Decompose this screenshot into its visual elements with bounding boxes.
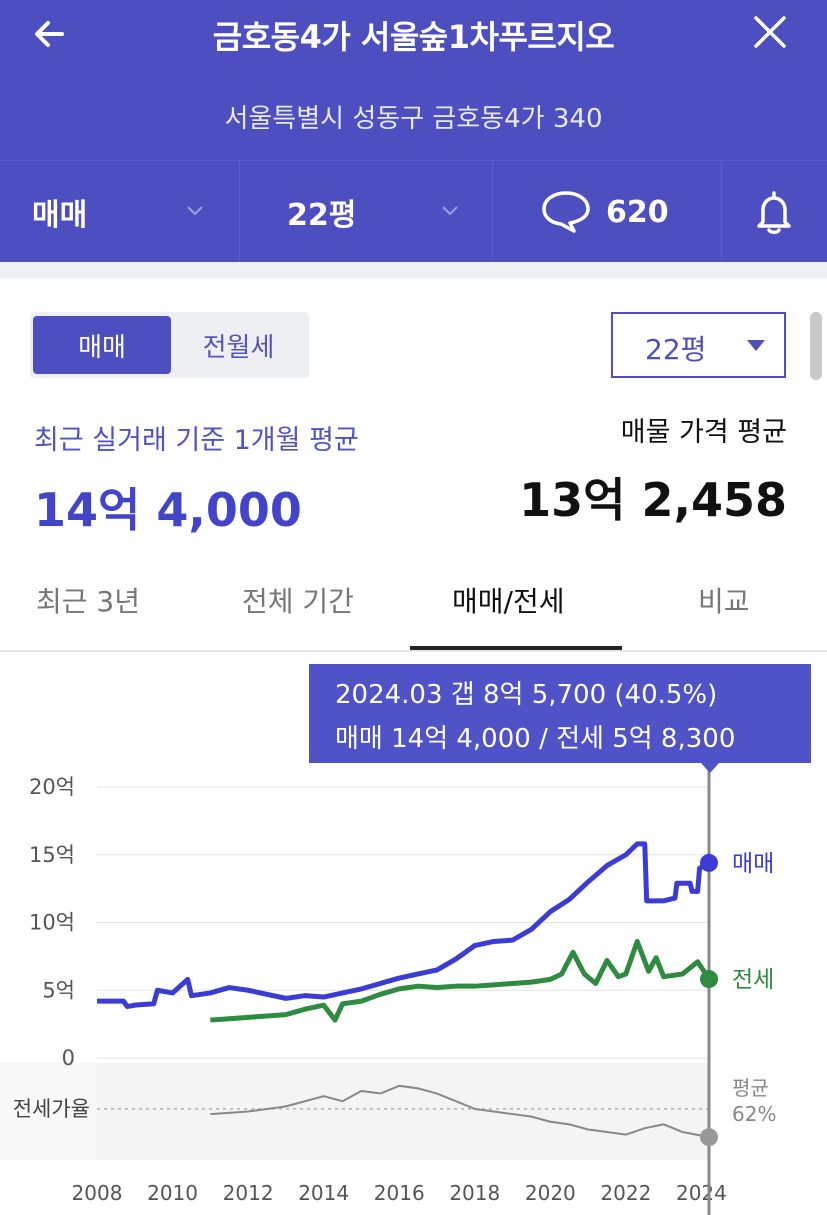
chevron-down-icon (187, 206, 203, 216)
ratio-panel (97, 1063, 709, 1160)
ratio-avg-value: 62% (732, 1102, 776, 1126)
tooltip-price-line: 매매 14억 4,000 / 전세 5억 8,300 (335, 724, 736, 754)
sale-end-label: 매매 (732, 851, 774, 877)
period-tabs: 최근 3년 전체 기간 매매/전세 비교 (0, 560, 827, 652)
ratio-series-line (210, 1084, 710, 1139)
chart-tooltip: 2024.03 갭 8억 5,700 (40.5%) 매매 14억 4,000 … (309, 664, 811, 773)
page-title: 금호동4가 서울숲1차푸르지오 (212, 18, 615, 56)
jeonse-series-line (210, 938, 712, 1023)
tab-recent-3y[interactable]: 최근 3년 (36, 585, 140, 618)
ratio-panel-margin (0, 1063, 97, 1160)
arrow-left-icon[interactable] (28, 12, 72, 56)
jeonse-end-marker (700, 970, 718, 989)
size-dropdown[interactable]: 22평 (611, 312, 786, 378)
ratio-end-marker (700, 1128, 718, 1147)
app-header: 금호동4가 서울숲1차푸르지오 서울특별시 성동구 금호동4가 340 매매 2… (0, 0, 827, 263)
tab-all-period[interactable]: 전체 기간 (242, 585, 354, 618)
x-tick-label: 2008 (72, 1181, 123, 1205)
scrollbar[interactable] (810, 312, 822, 380)
tooltip-arrow (701, 763, 719, 773)
filter-bar: 매매 22평 620 (0, 160, 827, 263)
x-tick-label: 2024 (676, 1181, 727, 1205)
tooltip-gap-line: 2024.03 갭 8억 5,700 (40.5%) (335, 680, 718, 710)
x-tick-label: 2022 (600, 1181, 651, 1205)
sale-end-marker (700, 853, 718, 872)
active-tab-indicator (410, 646, 622, 650)
ratio-label: 전세가율 (13, 1097, 90, 1121)
comments-button[interactable]: 620 (492, 161, 722, 263)
section-divider (0, 262, 827, 278)
address-text: 서울특별시 성동구 금호동4가 340 (224, 104, 603, 134)
chevron-down-icon (442, 206, 458, 216)
listing-avg-value: 13억 2,458 (519, 473, 787, 527)
size-dropdown-value: 22평 (645, 333, 707, 366)
deal-type-select[interactable]: 매매 (0, 161, 240, 263)
segment-rent[interactable]: 전월세 (202, 332, 275, 363)
x-tick-label: 2016 (374, 1181, 425, 1205)
listing-avg-label: 매물 가격 평균 (620, 417, 787, 448)
bell-icon (757, 191, 791, 234)
y-tick-label: 15억 (29, 843, 75, 867)
speech-bubble-icon (542, 191, 590, 233)
close-icon[interactable] (748, 10, 792, 54)
recent-trade-value: 14억 4,000 (34, 483, 302, 537)
recent-trade-label: 최근 실거래 기준 1개월 평균 (34, 425, 359, 456)
price-chart[interactable]: 0 5억 10억 15억 20억 2008 2010 2012 2014 2016 2018 2020… (0, 760, 827, 1215)
y-tick-label: 0 (62, 1046, 75, 1070)
y-tick-label: 20억 (29, 775, 75, 799)
x-tick-label: 2018 (449, 1181, 500, 1205)
x-tick-label: 2010 (147, 1181, 198, 1205)
x-tick-label: 2020 (525, 1181, 576, 1205)
jeonse-end-label: 전세 (732, 967, 774, 993)
tab-sale-jeonse[interactable]: 매매/전세 (452, 585, 565, 618)
deal-type-label: 매매 (32, 198, 88, 233)
tab-compare[interactable]: 비교 (698, 585, 750, 618)
size-label: 22평 (287, 198, 357, 233)
caret-down-icon (747, 340, 765, 351)
comment-count: 620 (606, 194, 669, 230)
segment-sale[interactable]: 매매 (33, 316, 171, 374)
x-tick-label: 2012 (223, 1181, 274, 1205)
y-tick-label: 10억 (29, 911, 75, 935)
y-tick-label: 5억 (42, 978, 75, 1002)
size-select[interactable]: 22평 (239, 161, 493, 263)
x-tick-label: 2014 (298, 1181, 349, 1205)
sale-series-line (97, 841, 711, 1010)
ratio-avg-label: 평균 (732, 1076, 769, 1100)
alert-button[interactable] (721, 161, 827, 263)
deal-segment-control: 매매 전월세 (30, 312, 309, 378)
